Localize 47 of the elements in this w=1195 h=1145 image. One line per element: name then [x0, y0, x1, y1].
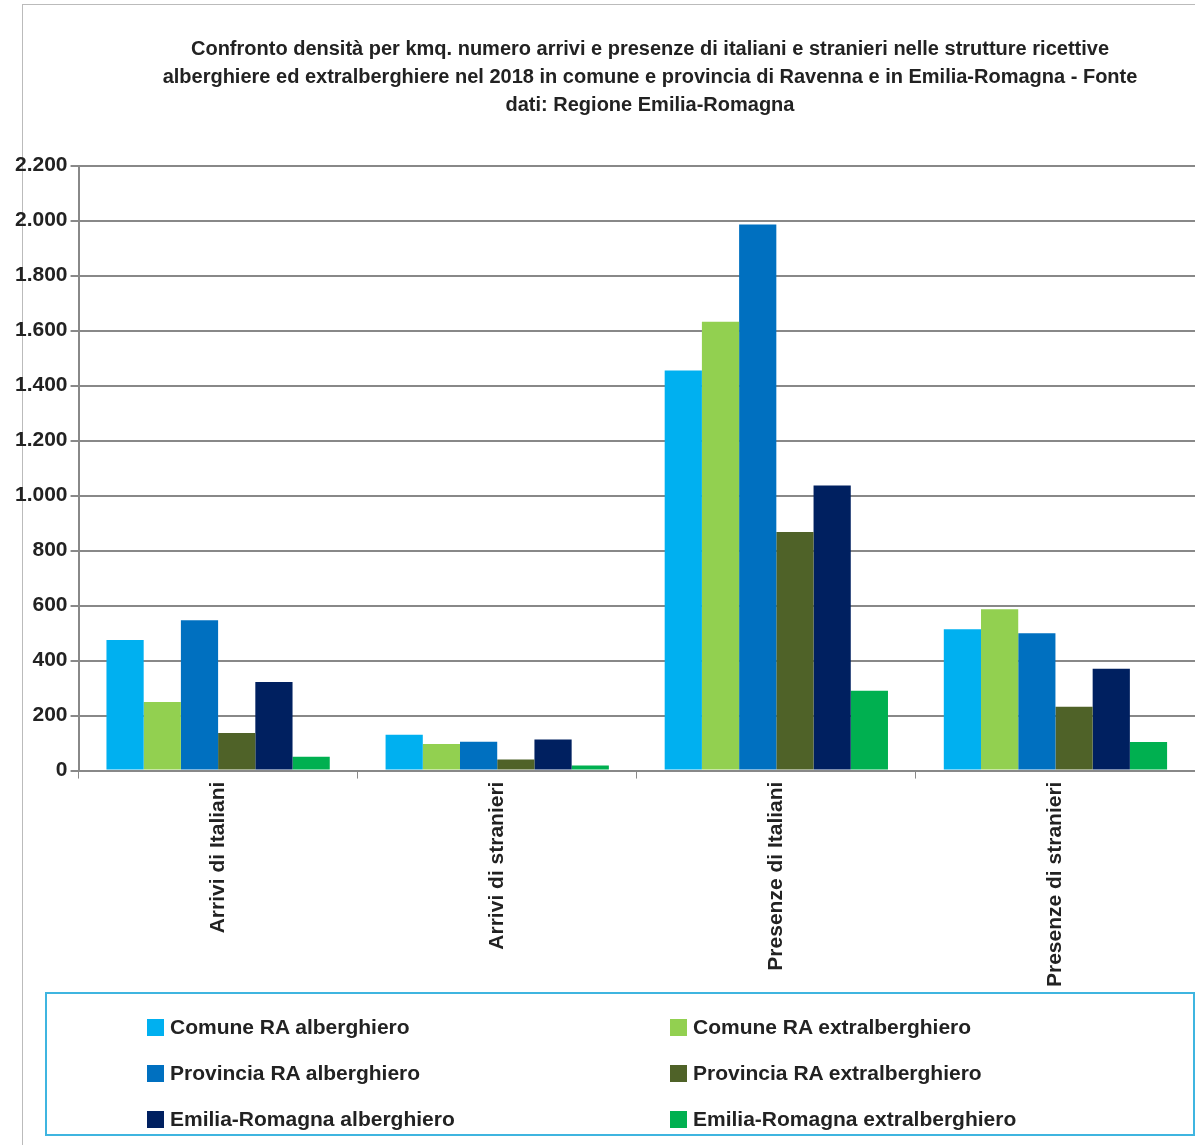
bar [701, 321, 740, 770]
bar [106, 639, 144, 770]
legend-label: Emilia-Romagna alberghiero [170, 1107, 455, 1131]
bar [292, 756, 330, 770]
y-tick-label: 1.200 [14, 427, 68, 451]
bar [943, 629, 982, 770]
chart-title: Confronto densità per kmq. numero arrivi e presenze di italiani e stranieri nelle strutture ricettive alberghiere ed extralberghiere nel 2018 in comune e provincia di Ravenna e in Emilia-Romagna - Fonte dati: Regione Emilia-Romagna [161, 36, 1139, 117]
legend-label: Comune RA extralberghiero [693, 1015, 972, 1039]
y-tick-label: 1.400 [14, 372, 68, 396]
bar [981, 609, 1019, 770]
bar [385, 734, 423, 770]
bar [1129, 741, 1168, 770]
bar [255, 682, 293, 770]
y-tick-label: 600 [32, 592, 68, 616]
bar [534, 739, 572, 770]
y-tick-label: 2.000 [14, 207, 68, 231]
bar [813, 485, 851, 770]
x-tick-label: Presenze di Italiani [763, 781, 787, 971]
y-tick-label: 1.600 [14, 317, 68, 341]
bar [497, 759, 535, 770]
y-tick-label: 2.200 [14, 152, 68, 176]
bar [850, 690, 888, 770]
bar [460, 741, 498, 770]
bar [218, 732, 256, 770]
legend-label: Comune RA alberghiero [170, 1015, 410, 1039]
bar [422, 743, 461, 770]
x-tick-label: Arrivi di stranieri [484, 781, 508, 950]
legend-label: Provincia RA alberghiero [170, 1061, 421, 1085]
y-tick-label: 0 [55, 757, 68, 781]
bar [143, 702, 181, 770]
bar [739, 224, 777, 770]
bar [180, 620, 219, 770]
bar [1055, 706, 1093, 770]
bar [1092, 668, 1130, 770]
x-tick-label: Arrivi di Italiani [204, 781, 228, 934]
legend-label: Emilia-Romagna extralberghiero [693, 1107, 1017, 1131]
y-tick-label: 1.000 [14, 482, 68, 506]
bar [776, 531, 814, 770]
bar [664, 370, 702, 770]
bar [571, 765, 609, 770]
y-tick-label: 400 [32, 647, 68, 671]
y-tick-label: 800 [32, 537, 68, 561]
bar [1018, 633, 1056, 770]
legend-label: Provincia RA extralberghiero [693, 1061, 982, 1085]
y-tick-label: 200 [32, 702, 68, 726]
x-tick-label: Presenze di stranieri [1042, 781, 1066, 988]
y-tick-label: 1.800 [14, 262, 68, 286]
